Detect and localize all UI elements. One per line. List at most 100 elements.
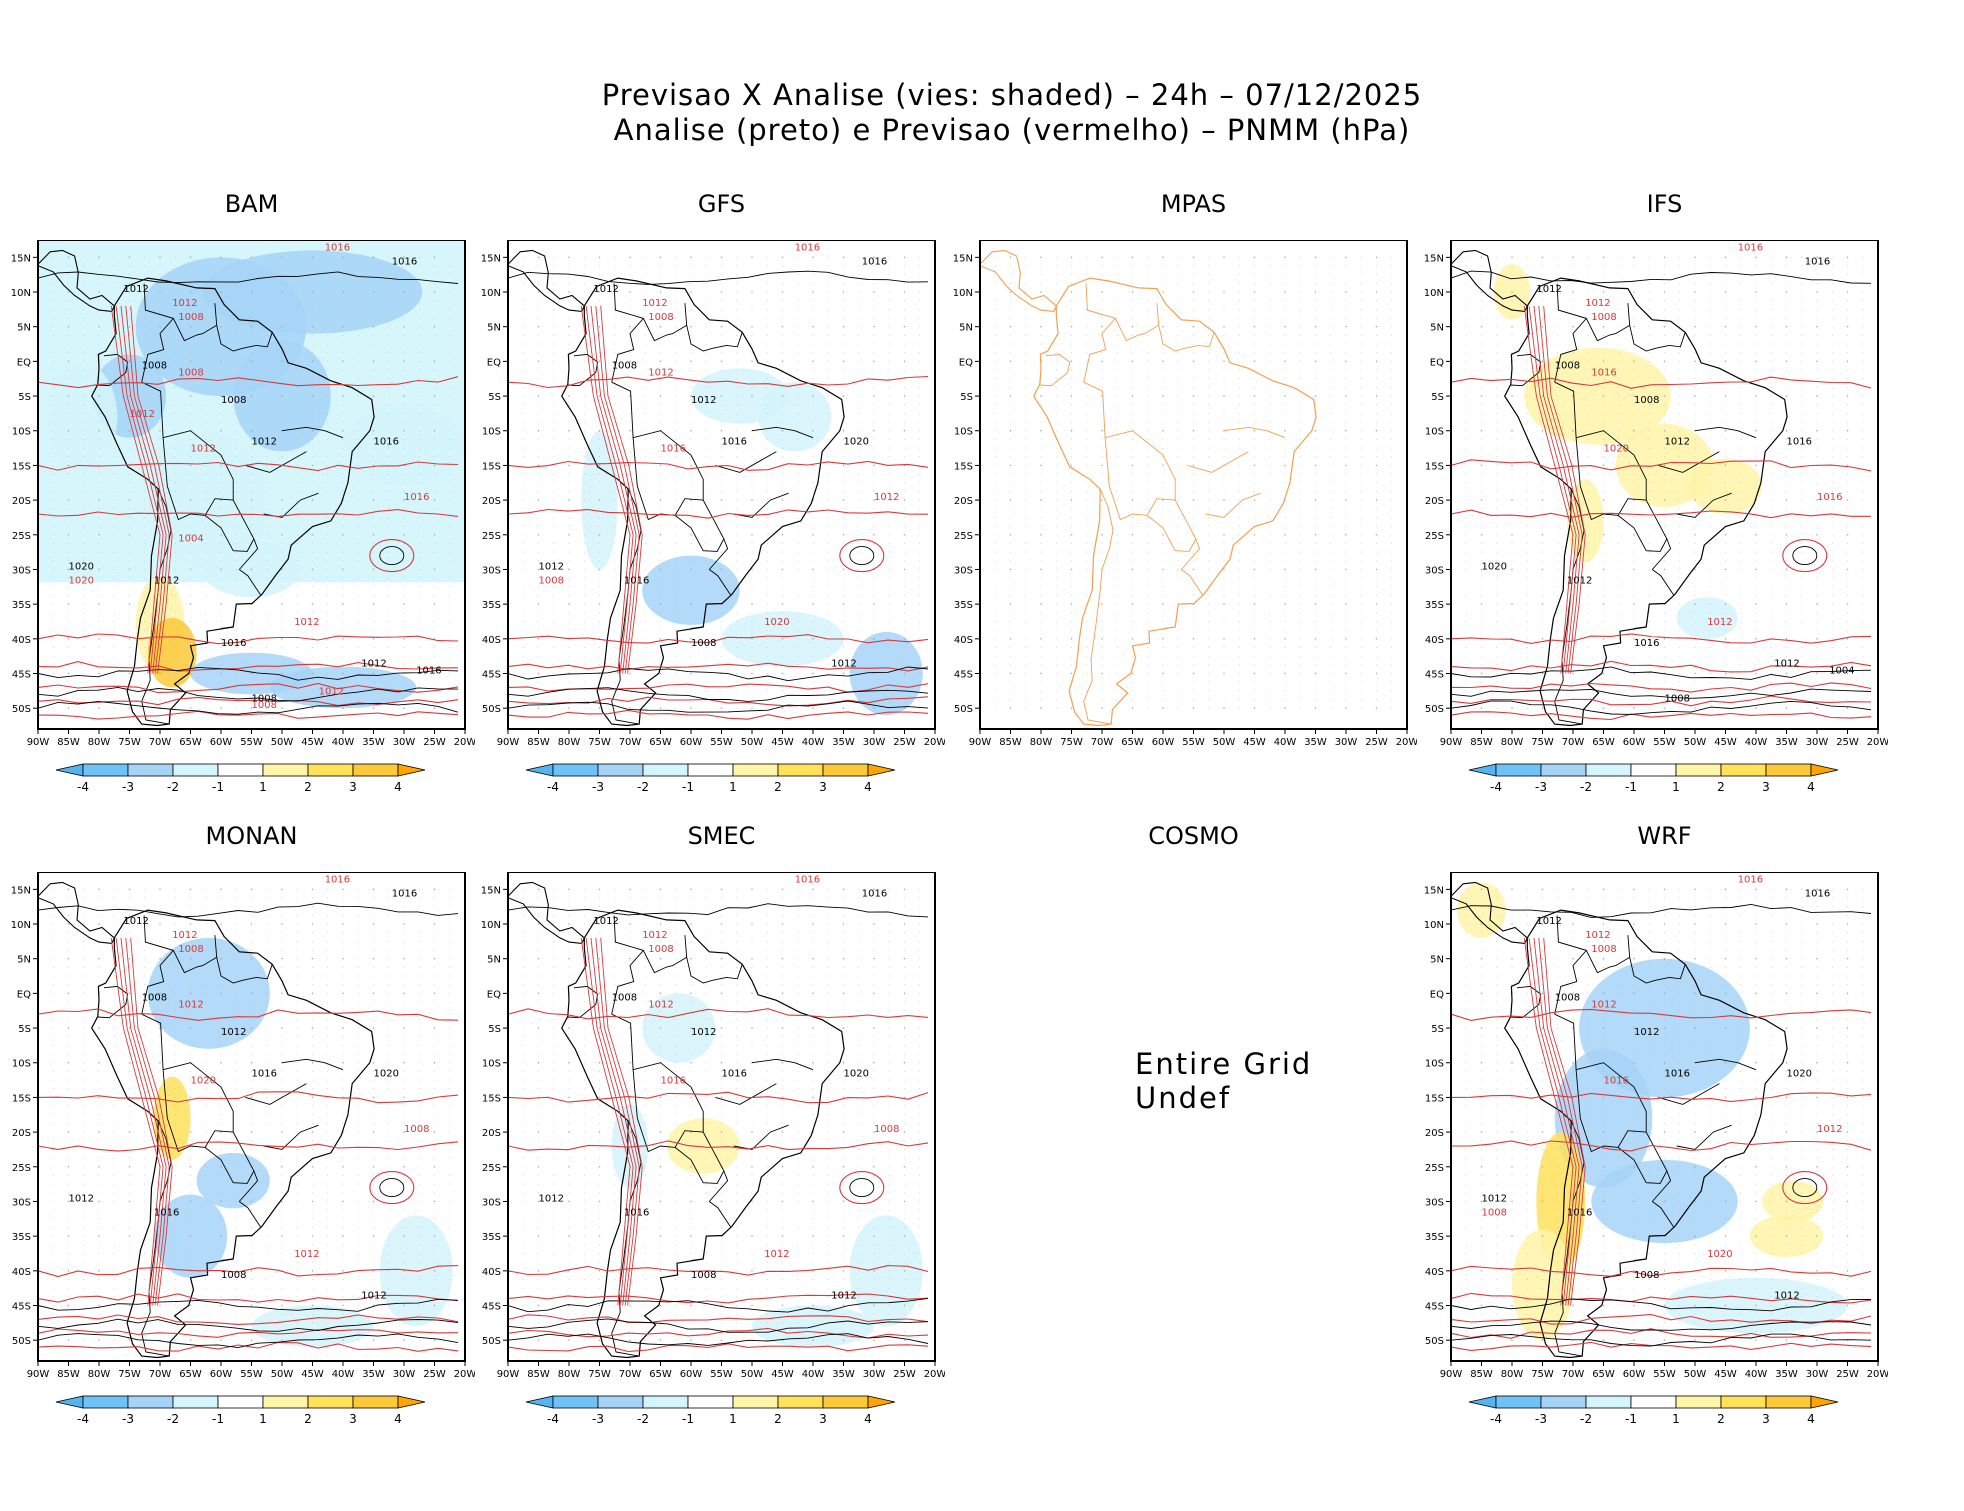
- lon-tick-label: 80W: [1030, 737, 1053, 748]
- colorbar-label: -3: [1535, 780, 1547, 794]
- lon-tick-label: 70W: [619, 1369, 642, 1380]
- lon-tick-label: 60W: [210, 737, 233, 748]
- colorbar-label: -1: [1625, 1412, 1637, 1426]
- lon-tick-label: 40W: [1745, 737, 1768, 748]
- lat-tick-label: 40S: [1425, 1267, 1444, 1278]
- forecast-contour-label: 1008: [252, 700, 277, 711]
- forecast-contour-label: 1012: [1585, 930, 1610, 941]
- forecast-contour-label: 1016: [795, 874, 820, 885]
- forecast-contour-label: 1012: [648, 367, 673, 378]
- lat-tick-label: EQ: [17, 989, 31, 1000]
- forecast-contour-label: 1008: [874, 1124, 899, 1135]
- lon-tick-label: 35W: [1304, 737, 1327, 748]
- lat-tick-label: 15S: [1425, 1093, 1444, 1104]
- analysis-contour-label: 1004: [1829, 666, 1854, 677]
- lat-tick-label: 20S: [1425, 1128, 1444, 1139]
- lon-tick-label: 75W: [588, 737, 611, 748]
- colorbar-label: 3: [819, 780, 827, 794]
- lon-tick-label: 70W: [1562, 1369, 1585, 1380]
- lat-tick-label: 30S: [12, 565, 31, 576]
- analysis-contour-label: 1020: [844, 1069, 869, 1080]
- lat-tick-label: 30S: [954, 565, 973, 576]
- forecast-contour-label: 1012: [319, 686, 344, 697]
- panel-title: WRF: [1401, 822, 1928, 850]
- forecast-contour-label: 1008: [648, 312, 673, 323]
- lat-tick-label: 20S: [482, 1128, 501, 1139]
- analysis-contour-label: 1016: [624, 575, 649, 586]
- analysis-contour-label: 1012: [361, 1291, 386, 1302]
- lon-tick-label: 80W: [88, 1369, 111, 1380]
- lat-tick-label: 10S: [482, 427, 501, 438]
- lat-tick-label: 10N: [11, 920, 31, 931]
- lat-tick-label: 15S: [482, 1093, 501, 1104]
- lon-tick-label: 50W: [271, 737, 294, 748]
- lat-tick-label: 35S: [12, 1232, 31, 1243]
- analysis-contour-label: 1016: [1634, 638, 1659, 649]
- lat-tick-label: EQ: [1430, 989, 1444, 1000]
- lat-tick-label: 50S: [12, 704, 31, 715]
- analysis-contour-label: 1016: [252, 1069, 277, 1080]
- colorbar-swatch: [1496, 1396, 1541, 1408]
- lon-tick-label: 25W: [893, 737, 916, 748]
- lat-tick-label: 10N: [953, 288, 973, 299]
- lat-tick-label: 45S: [482, 670, 501, 681]
- colorbar-swatch: [1631, 1396, 1676, 1408]
- analysis-contour-label: 1012: [123, 284, 148, 295]
- lon-tick-label: 30W: [1806, 1369, 1829, 1380]
- lon-tick-label: 30W: [393, 1369, 416, 1380]
- analysis-contour-label: 1008: [142, 360, 167, 371]
- lon-tick-label: 75W: [588, 1369, 611, 1380]
- lat-tick-label: 10S: [12, 1059, 31, 1070]
- lon-tick-label: 45W: [771, 1369, 794, 1380]
- forecast-contour-label: 1008: [539, 575, 564, 586]
- colorbar-swatch: [263, 1396, 308, 1408]
- forecast-contour-label: 1008: [1482, 1207, 1507, 1218]
- colorbar-label: -4: [77, 780, 89, 794]
- colorbar-label: -1: [682, 780, 694, 794]
- colorbar-label: -2: [637, 780, 649, 794]
- lon-tick-label: 60W: [1623, 737, 1646, 748]
- lon-tick-label: 70W: [1091, 737, 1114, 748]
- colorbar-label: -2: [167, 1412, 179, 1426]
- lon-tick-label: 30W: [1335, 737, 1358, 748]
- colorbar-label: 2: [1717, 780, 1725, 794]
- forecast-contour-label: 1016: [325, 874, 350, 885]
- forecast-contour-label: 1008: [178, 367, 203, 378]
- analysis-contour-label: 1008: [1634, 395, 1659, 406]
- colorbar-swatch: [83, 1396, 128, 1408]
- lon-tick-label: 75W: [1531, 1369, 1554, 1380]
- lon-tick-label: 90W: [27, 737, 50, 748]
- analysis-contour-label: 1012: [1536, 284, 1561, 295]
- lat-tick-label: 10N: [481, 920, 501, 931]
- lon-tick-label: 85W: [527, 737, 550, 748]
- lat-tick-label: 15S: [12, 461, 31, 472]
- lon-tick-label: 90W: [969, 737, 992, 748]
- colorbar-swatch: [1631, 764, 1676, 776]
- lon-tick-label: 65W: [649, 737, 672, 748]
- forecast-contour-label: 1012: [172, 298, 197, 309]
- forecast-contour-label: 1016: [661, 444, 686, 455]
- colorbar-swatch: [778, 764, 823, 776]
- lon-tick-label: 85W: [527, 1369, 550, 1380]
- lat-tick-label: 30S: [1425, 1197, 1444, 1208]
- panel-title: SMEC: [458, 822, 985, 850]
- forecast-contour-label: 1008: [178, 312, 203, 323]
- analysis-contour-label: 1012: [1665, 437, 1690, 448]
- colorbar-label: -1: [1625, 780, 1637, 794]
- lon-tick-label: 70W: [619, 737, 642, 748]
- forecast-contour-label: 1012: [191, 444, 216, 455]
- colorbar-label: -4: [1490, 1412, 1502, 1426]
- lon-tick-label: 55W: [1182, 737, 1205, 748]
- lon-tick-label: 80W: [558, 737, 581, 748]
- colorbar-swatch: [643, 764, 688, 776]
- analysis-contour-label: 1012: [1774, 1291, 1799, 1302]
